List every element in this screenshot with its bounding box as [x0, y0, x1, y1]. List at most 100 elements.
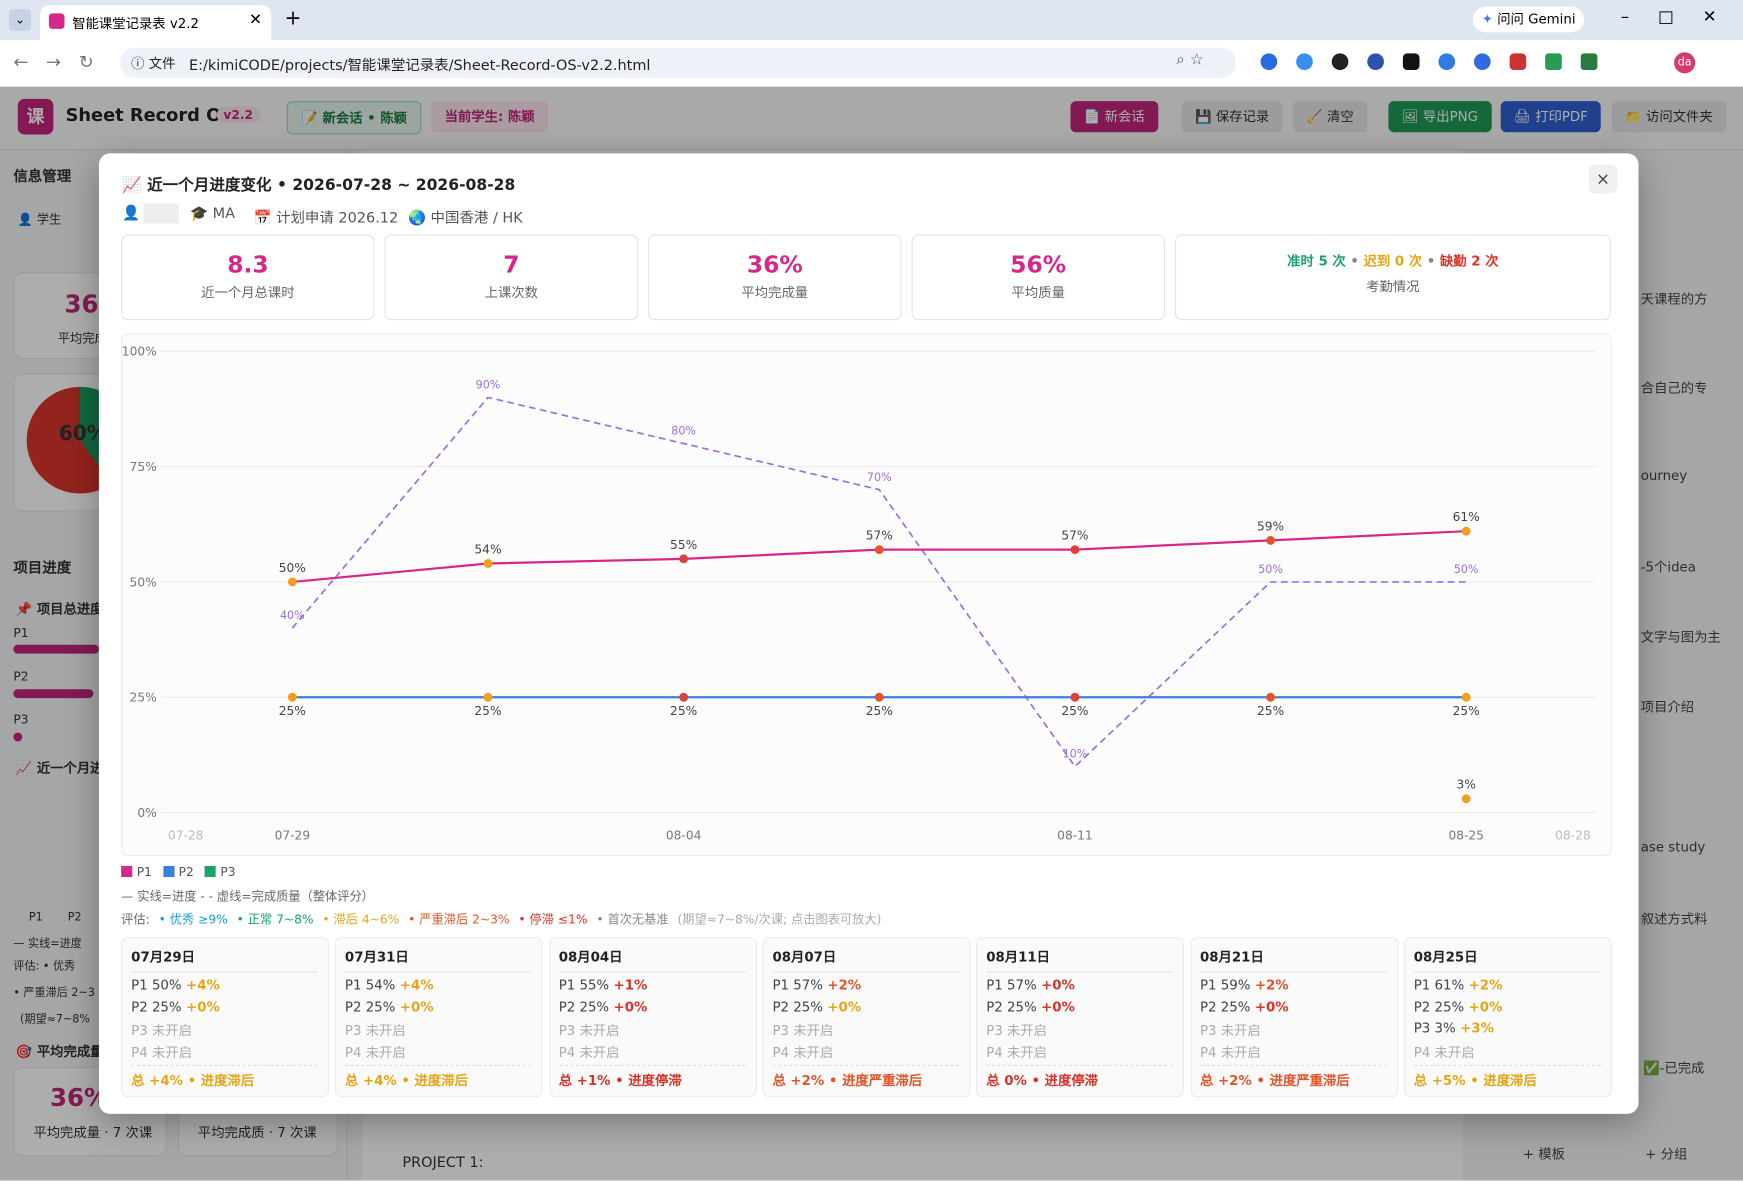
- new-tab[interactable]: +: [284, 6, 302, 31]
- session-line-text: P4 未开启: [772, 1044, 834, 1060]
- session-line: P3 未开启: [131, 1020, 192, 1039]
- chart[interactable]: 0% 25% 50% 75% 100% 07-29 08-04 08-11 08-25 07-28…: [121, 333, 1611, 855]
- window-controls[interactable]: –□✕: [1620, 6, 1743, 27]
- session-delta: +0%: [186, 998, 220, 1015]
- data-label: 50%: [279, 561, 306, 575]
- session-date: 08月11日: [986, 949, 1051, 965]
- tab-bar: [0, 0, 1743, 41]
- toolbar-button[interactable]: 📁 访问文件夹: [1611, 101, 1727, 133]
- session-total: 总 +2% • 进度严重滞后: [1199, 1072, 1350, 1089]
- toolbar-button[interactable]: 📄 新会话: [1070, 101, 1159, 133]
- close-button[interactable]: ×: [1588, 164, 1618, 194]
- data-label: 25%: [474, 704, 501, 718]
- stat-value: 7: [503, 251, 520, 278]
- session-line: P4 未开启: [1200, 1042, 1261, 1061]
- session-line: P3 未开启: [772, 1020, 833, 1039]
- session-card: 08月07日 P1 57% +2% P2 25% +0% P3 未开启 P4 未开启总 +2…: [762, 937, 971, 1098]
- session-line: P4 未开启: [131, 1042, 192, 1061]
- data-point: [1461, 526, 1471, 536]
- attendance-card: 准时 5 次 • 迟到 0 次 • 缺勤 2 次考勤情况: [1174, 234, 1611, 321]
- tab-close[interactable]: ✕: [249, 11, 263, 29]
- legend-swatch: [204, 865, 216, 878]
- session-chip[interactable]: 📝 新会话 • 陈颖: [286, 101, 422, 135]
- legend-label: P3: [220, 864, 236, 880]
- bg-text: • 严重滞后 2~3: [13, 987, 95, 1000]
- toolbar-button[interactable]: 💾 保存记录: [1181, 101, 1283, 133]
- series-line: [291, 396, 1467, 768]
- session-line-text: P1 55%: [558, 977, 610, 993]
- data-label: 25%: [866, 704, 893, 718]
- data-point: [874, 692, 884, 702]
- bg-text: 📌 项目总进度: [15, 601, 104, 617]
- legend-item: P1: [121, 865, 152, 879]
- attendance-part: 缺勤 2 次: [1439, 253, 1499, 270]
- bg-text: -5个idea: [1640, 559, 1696, 575]
- stat-value: 56%: [1010, 251, 1067, 278]
- file-label: 文件: [148, 55, 176, 72]
- legend: P1 P2 P3: [121, 864, 236, 880]
- tab-search[interactable]: ⌄: [8, 8, 32, 32]
- divider: [1413, 971, 1601, 973]
- modal-title: 📈 近一个月进度变化 • 2026-07-28 ~ 2026-08-28: [122, 176, 516, 195]
- bg-text: PROJECT 1:: [402, 1154, 484, 1172]
- divider: [344, 1064, 532, 1067]
- divider: [986, 971, 1173, 973]
- gemini-button[interactable]: ✦ 问问 Gemini: [1472, 6, 1585, 33]
- toolbar-button[interactable]: 🖼 导出PNG: [1388, 101, 1492, 133]
- session-delta: +0%: [1254, 998, 1289, 1015]
- bg-text: 信息管理: [13, 168, 72, 186]
- session-line-text: P2 25%: [1199, 998, 1251, 1015]
- session-line-text: P1 61%: [1413, 977, 1465, 993]
- tab[interactable]: 智能课堂记录表 v2.2 ✕: [40, 5, 272, 41]
- divider: [1413, 1064, 1601, 1067]
- stat-card: 8.3 近一个月总课时: [121, 234, 375, 321]
- session-line: P3 未开启: [345, 1020, 406, 1039]
- bg-text: 36%: [50, 1084, 109, 1113]
- session-date: 07月31日: [344, 949, 409, 965]
- bg-text: P2: [67, 911, 82, 924]
- data-point: [679, 692, 689, 702]
- session-line: P2 25% +0%: [131, 999, 220, 1015]
- quality-label: 70%: [867, 471, 892, 484]
- session-line: P1 57% +2%: [772, 977, 861, 993]
- session-line-text: P3 未开启: [1199, 1022, 1261, 1039]
- data-label: 25%: [670, 704, 697, 718]
- session-line-text: P4 未开启: [1413, 1044, 1475, 1060]
- attendance-line: 准时 5 次 • 迟到 0 次 • 缺勤 2 次: [1176, 251, 1610, 270]
- toolbar-button[interactable]: 🖨 打印PDF: [1500, 101, 1602, 133]
- session-total: 总 +4% • 进度滞后: [344, 1072, 468, 1089]
- session-line: P1 57% +0%: [986, 977, 1075, 993]
- student-chip: 当前学生: 陈颖: [431, 101, 549, 133]
- y-tick-label: 100%: [122, 345, 157, 359]
- stat-value: 36%: [746, 251, 803, 278]
- bg-text: ourney: [1640, 467, 1688, 484]
- session-line-text: P4 未开启: [986, 1044, 1047, 1060]
- meta-item: 🎓 MA: [190, 205, 236, 223]
- toolbar-button[interactable]: 🧹 清空: [1292, 101, 1368, 133]
- session-line: P2 25% +0%: [345, 999, 434, 1015]
- x-range-label: 08-28: [1555, 828, 1591, 842]
- data-label: 54%: [474, 542, 501, 556]
- nav-buttons[interactable]: ←→↻: [13, 51, 112, 73]
- y-tick-label: 25%: [130, 691, 157, 705]
- data-point: [1266, 535, 1276, 545]
- stat-label: 近一个月总课时: [201, 284, 295, 301]
- session-line: P4 未开启: [345, 1042, 406, 1061]
- profile[interactable]: da: [1674, 52, 1696, 74]
- session-line: P3 未开启: [559, 1020, 620, 1039]
- session-card: 08月25日 P1 61% +2% P2 25% +0% P3 3% +3% P4 未开启总 …: [1403, 937, 1612, 1098]
- session-date: 08月04日: [558, 949, 623, 965]
- data-point: [679, 554, 689, 564]
- tab-icon: [48, 13, 65, 29]
- omnibox[interactable]: ⓘ 文件 E:/kimiCODE/projects/智能课堂记录表/Sheet-…: [120, 47, 1237, 78]
- data-point: [1461, 794, 1471, 804]
- session-line-text: P1 57%: [986, 977, 1037, 993]
- session-line-text: P2 25%: [1413, 998, 1465, 1015]
- session-card: 08月04日 P1 55% +1% P2 25% +0% P3 未开启 P4 未开启总 +1…: [548, 937, 757, 1098]
- y-tick-label: 0%: [137, 806, 156, 820]
- divider: [131, 971, 318, 973]
- session-line-text: P3 未开启: [131, 1022, 192, 1039]
- session-total: 总 +2% • 进度严重滞后: [772, 1072, 923, 1089]
- data-point: [1070, 692, 1080, 702]
